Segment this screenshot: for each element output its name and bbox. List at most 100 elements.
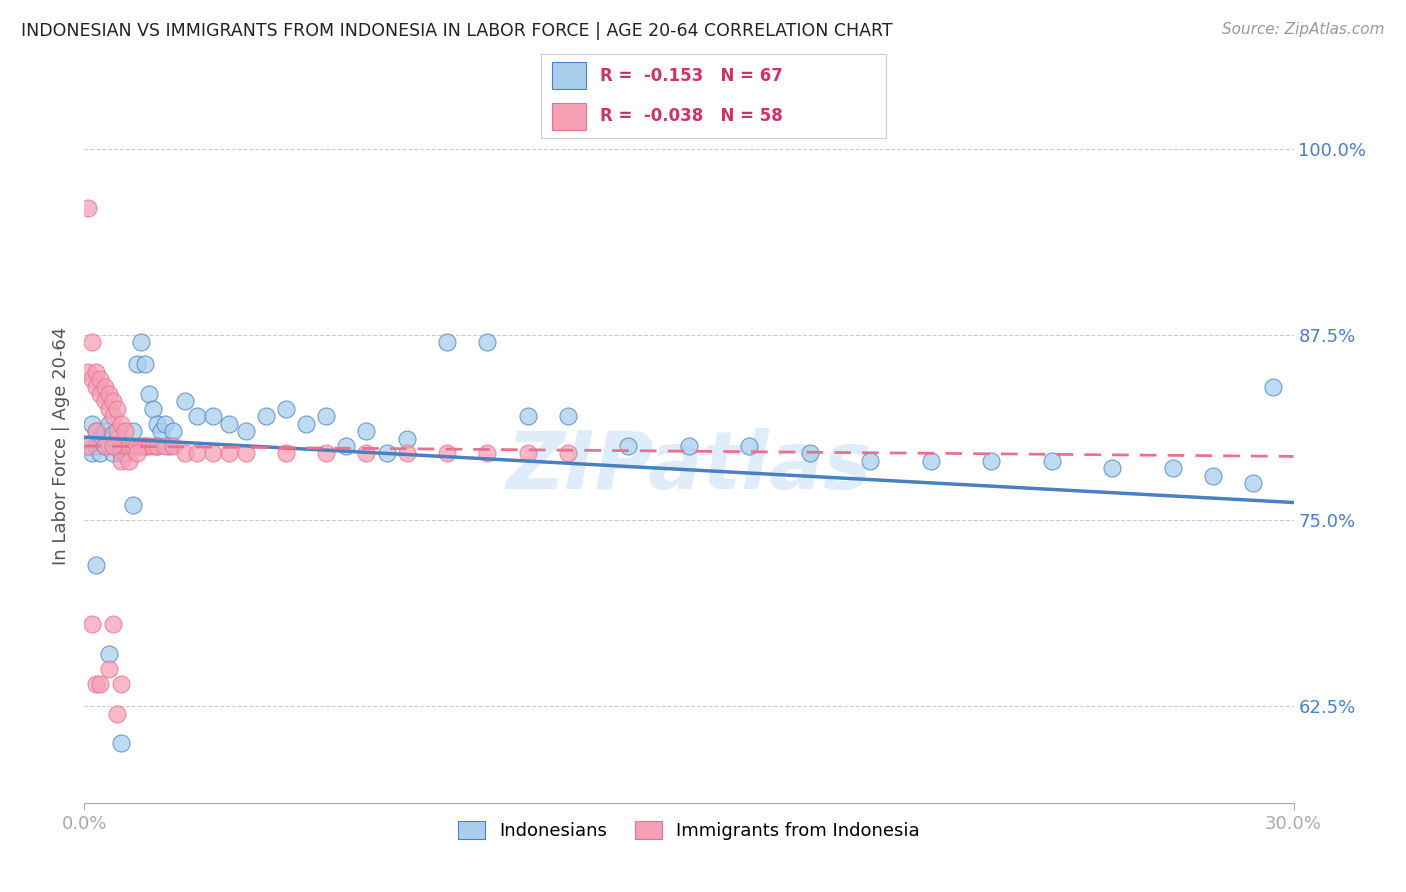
Point xyxy=(356,424,378,438)
Point xyxy=(218,446,240,460)
Point xyxy=(101,409,124,424)
Point xyxy=(157,439,180,453)
Point xyxy=(82,372,104,386)
Point xyxy=(110,454,132,468)
Point xyxy=(799,446,821,460)
Point xyxy=(118,454,141,468)
Point xyxy=(89,677,111,691)
FancyBboxPatch shape xyxy=(551,62,586,89)
Point xyxy=(142,401,165,416)
Point xyxy=(274,401,297,416)
Point xyxy=(1263,379,1285,393)
Point xyxy=(86,677,108,691)
Point xyxy=(1202,468,1225,483)
Point xyxy=(980,454,1002,468)
Point xyxy=(77,439,100,453)
Point xyxy=(110,417,132,431)
Point xyxy=(1101,461,1123,475)
Point xyxy=(516,446,538,460)
Point xyxy=(114,439,136,453)
Point xyxy=(920,454,942,468)
Point xyxy=(121,439,143,453)
Point xyxy=(557,446,579,460)
Text: R =  -0.038   N = 58: R = -0.038 N = 58 xyxy=(600,107,783,125)
Point xyxy=(142,439,165,453)
Text: INDONESIAN VS IMMIGRANTS FROM INDONESIA IN LABOR FORCE | AGE 20-64 CORRELATION C: INDONESIAN VS IMMIGRANTS FROM INDONESIA … xyxy=(21,22,893,40)
Legend: Indonesians, Immigrants from Indonesia: Indonesians, Immigrants from Indonesia xyxy=(451,814,927,847)
Point xyxy=(162,424,184,438)
Point xyxy=(114,439,136,453)
Point xyxy=(93,439,115,453)
Text: R =  -0.153   N = 67: R = -0.153 N = 67 xyxy=(600,67,783,85)
Point xyxy=(678,439,700,453)
Point xyxy=(202,409,225,424)
Point xyxy=(101,439,124,453)
Y-axis label: In Labor Force | Age 20-64: In Labor Force | Age 20-64 xyxy=(52,326,70,566)
Point xyxy=(110,446,132,460)
Point xyxy=(110,439,132,453)
Point xyxy=(105,401,128,416)
Point xyxy=(436,446,458,460)
Point xyxy=(89,446,111,460)
Point xyxy=(101,446,124,460)
Point xyxy=(395,432,418,446)
Point xyxy=(235,446,257,460)
Point xyxy=(134,439,156,453)
Point xyxy=(89,372,111,386)
Point xyxy=(859,454,882,468)
Point xyxy=(118,439,141,453)
Point xyxy=(114,424,136,438)
Point xyxy=(93,439,115,453)
Point xyxy=(134,357,156,371)
Point xyxy=(125,439,148,453)
Point xyxy=(617,439,640,453)
Point xyxy=(395,446,418,460)
Point xyxy=(235,424,257,438)
Point xyxy=(93,424,115,438)
Point xyxy=(138,387,160,401)
Point xyxy=(134,439,156,453)
Point xyxy=(86,424,108,438)
Point xyxy=(295,417,318,431)
Point xyxy=(101,394,124,409)
Point xyxy=(97,662,120,676)
Point xyxy=(101,617,124,632)
Point xyxy=(186,409,208,424)
Point xyxy=(97,401,120,416)
Point xyxy=(146,439,169,453)
Point xyxy=(254,409,277,424)
Point xyxy=(105,424,128,438)
Point xyxy=(101,427,124,442)
Point xyxy=(86,558,108,572)
Point xyxy=(738,439,761,453)
Point xyxy=(218,417,240,431)
Point xyxy=(82,617,104,632)
Point xyxy=(174,394,197,409)
Point xyxy=(77,201,100,215)
Point xyxy=(105,432,128,446)
Text: Source: ZipAtlas.com: Source: ZipAtlas.com xyxy=(1222,22,1385,37)
Point xyxy=(110,439,132,453)
Point xyxy=(274,446,297,460)
Point xyxy=(110,677,132,691)
Point xyxy=(121,424,143,438)
Point xyxy=(1161,461,1184,475)
Point xyxy=(146,417,169,431)
Point xyxy=(89,387,111,401)
Point xyxy=(153,439,176,453)
Text: ZIPatlas: ZIPatlas xyxy=(506,428,872,507)
Point xyxy=(105,706,128,721)
Point xyxy=(1040,454,1063,468)
Point xyxy=(477,334,499,349)
Point xyxy=(86,379,108,393)
Point xyxy=(121,499,143,513)
Point xyxy=(118,439,141,453)
Point xyxy=(202,446,225,460)
Point xyxy=(114,446,136,460)
Point xyxy=(1241,476,1264,491)
Point xyxy=(436,334,458,349)
Point xyxy=(477,446,499,460)
Point xyxy=(174,446,197,460)
Point xyxy=(97,647,120,661)
Point xyxy=(516,409,538,424)
